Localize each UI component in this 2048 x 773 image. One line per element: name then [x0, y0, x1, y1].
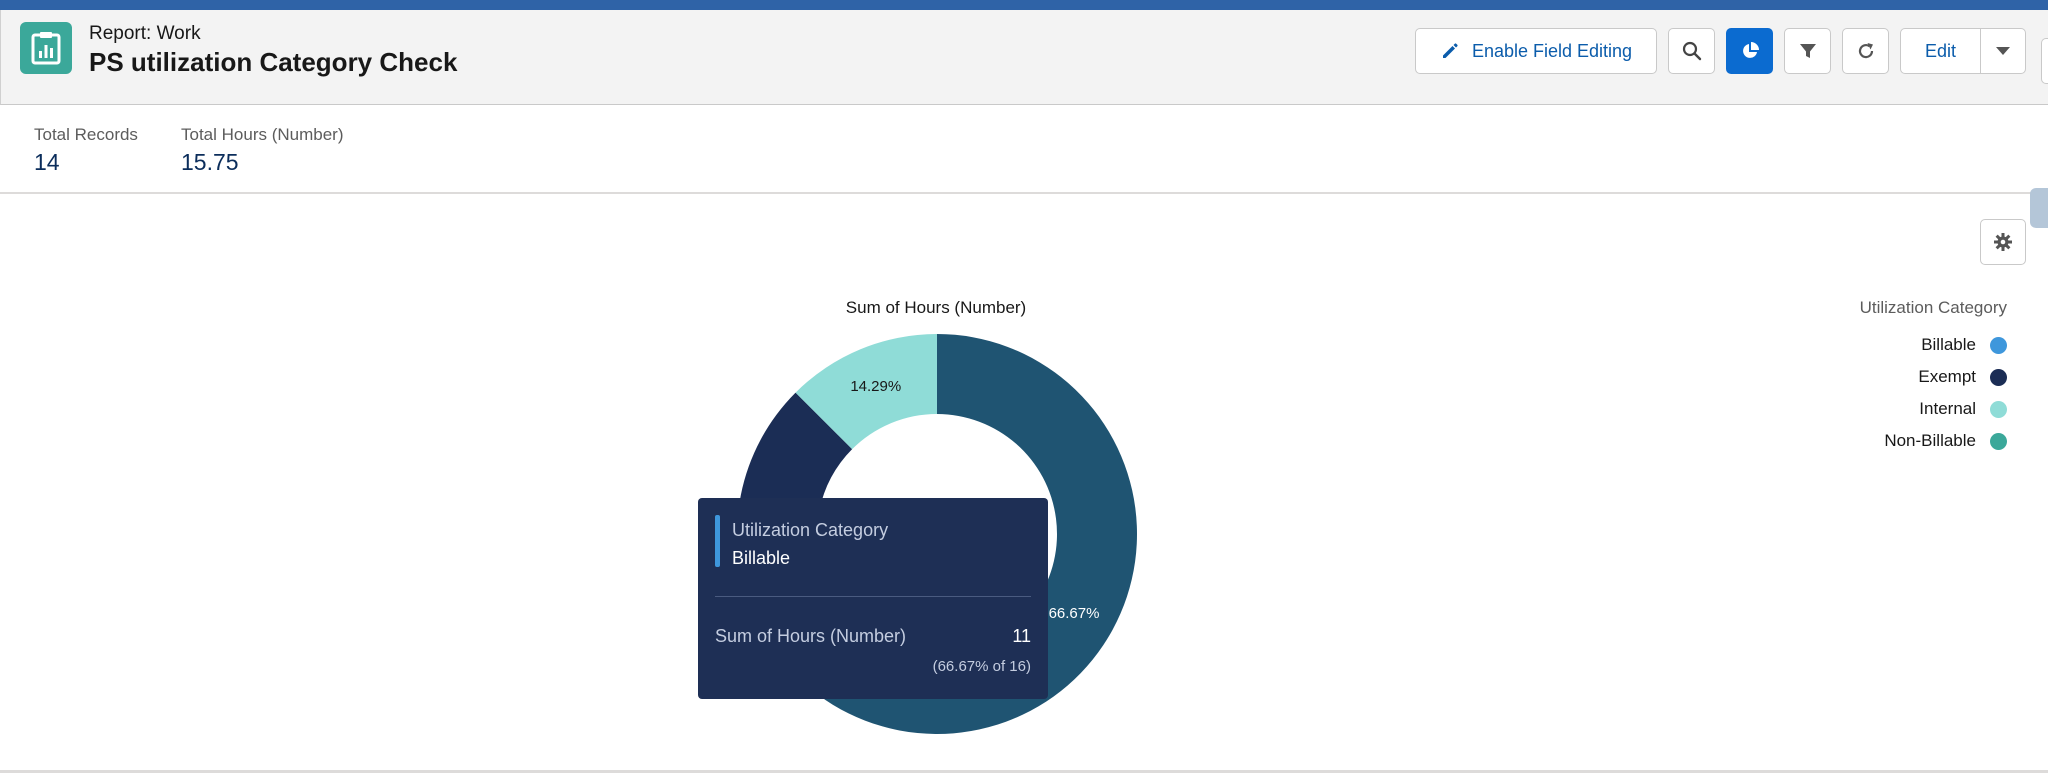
chart-settings-button[interactable] [1980, 219, 2026, 265]
page-title: PS utilization Category Check [89, 47, 458, 77]
legend-dot [1990, 400, 2007, 418]
total-records-label: Total Records [34, 125, 138, 144]
edit-label: Edit [1924, 40, 1957, 61]
donut-label-billable: 66.67% [1049, 605, 1100, 622]
edit-menu-button[interactable] [1980, 28, 2026, 74]
chart-legend: Utilization Category Billable Exempt Inter… [1760, 297, 2007, 457]
refresh-button[interactable] [1842, 28, 1889, 74]
total-hours-value: 15.75 [181, 149, 239, 175]
legend-dot [1990, 336, 2007, 354]
edit-button[interactable]: Edit [1900, 28, 1981, 74]
chart-title: Sum of Hours (Number) [845, 298, 1027, 317]
table-top-border [0, 770, 2048, 773]
total-hours-label: Total Hours (Number) [181, 125, 344, 144]
filter-icon [1799, 44, 1816, 58]
search-icon [1682, 41, 1701, 61]
total-records-value: 14 [34, 149, 60, 175]
filter-button[interactable] [1784, 28, 1831, 74]
enable-field-editing-label: Enable Field Editing [1471, 40, 1633, 61]
tooltip-color-bar [715, 515, 720, 567]
tooltip-category-value: Billable [732, 548, 791, 568]
enable-field-editing-button[interactable]: Enable Field Editing [1415, 28, 1657, 74]
donut-label-internal: 14.29% [850, 378, 901, 395]
gear-icon [1994, 233, 2012, 251]
legend-label: Exempt [1918, 367, 1976, 386]
report-icon [20, 22, 72, 74]
legend-item-internal[interactable]: Internal [1760, 393, 2007, 425]
side-panel-toggle[interactable] [2030, 188, 2048, 228]
legend-label: Billable [1921, 335, 1976, 354]
tooltip-divider [715, 596, 1031, 597]
pencil-icon [1442, 43, 1458, 58]
legend-title: Utilization Category [1859, 298, 2007, 317]
legend-label: Internal [1919, 399, 1976, 418]
pie-chart-icon [1742, 42, 1759, 58]
top-banner [0, 0, 2048, 10]
tooltip-percent: (66.67% of 16) [932, 658, 1031, 675]
tooltip-metric-value: 11 [1012, 626, 1031, 646]
overflow-button-edge[interactable] [2041, 38, 2048, 84]
report-type-label: Report: Work [89, 23, 201, 44]
tooltip-metric-label: Sum of Hours (Number) [715, 626, 907, 646]
page-header: Report: Work PS utilization Category Che… [0, 10, 2048, 105]
chevron-down-icon [1996, 47, 2010, 55]
legend-label: Non-Billable [1884, 431, 1976, 450]
legend-dot [1990, 368, 2007, 386]
search-button[interactable] [1668, 28, 1715, 74]
summary-bar: Total Records 14 Total Hours (Number) 15… [0, 106, 2048, 194]
legend-dot [1990, 432, 2007, 450]
toggle-chart-button[interactable] [1726, 28, 1773, 74]
legend-item-exempt[interactable]: Exempt [1760, 361, 2007, 393]
legend-item-billable[interactable]: Billable [1760, 329, 2007, 361]
chart-tooltip: Utilization Category Billable Sum of Hou… [698, 498, 1048, 699]
donut-slice-internal[interactable] [795, 334, 937, 450]
refresh-icon [1858, 43, 1873, 59]
legend-item-non-billable[interactable]: Non-Billable [1760, 425, 2007, 457]
tooltip-category-label: Utilization Category [732, 520, 889, 540]
